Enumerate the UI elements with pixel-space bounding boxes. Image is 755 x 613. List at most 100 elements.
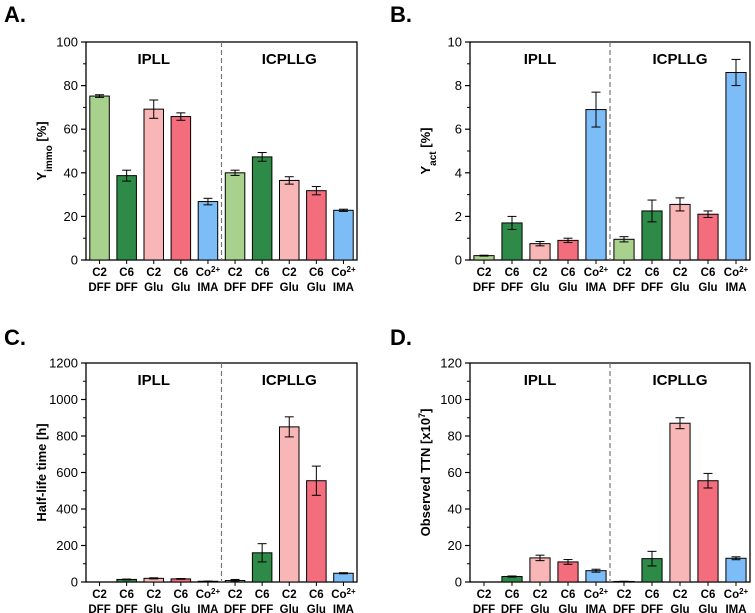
y-tick-label: 20 — [448, 538, 462, 553]
x-tick-label-text: C6 — [561, 589, 576, 601]
x-tick-label-sup: 2+ — [347, 587, 356, 596]
y-tick-label: 6 — [455, 122, 462, 137]
x-tick-label-sup: 2+ — [211, 265, 220, 274]
y-tick-label: 1000 — [49, 392, 78, 407]
x-tick-label-line2: Glu — [558, 604, 577, 613]
x-tick-label-line2: DFF — [115, 604, 137, 613]
x-tick-label-text: C6 — [645, 267, 660, 279]
x-tick-label-text: C2 — [146, 267, 161, 279]
bar — [251, 156, 273, 261]
group-label: ICPLLG — [653, 51, 708, 68]
y-tick-label: 4 — [455, 165, 462, 180]
x-tick-label-line1: C6 — [119, 267, 134, 279]
x-tick-label-line1: C2 — [477, 267, 492, 279]
y-tick-label: 200 — [56, 538, 78, 553]
bar — [170, 116, 192, 261]
x-tick-label-line2: Glu — [670, 604, 689, 613]
bar — [669, 422, 691, 583]
bar — [306, 480, 327, 583]
bar — [278, 179, 300, 261]
panel-label: D. — [390, 325, 412, 350]
x-tick-label-text: C2 — [146, 589, 161, 601]
y-tick-label: 2 — [455, 209, 462, 224]
x-tick-label-line1: Co2+ — [196, 265, 221, 280]
bar — [333, 572, 354, 583]
x-tick-label-text: C2 — [228, 589, 243, 601]
x-tick-label-text: C6 — [645, 589, 660, 601]
x-tick-label-line1: Co2+ — [196, 587, 221, 602]
y-axis-label-unit: [%] — [418, 128, 433, 152]
x-tick-label-line1: C6 — [173, 589, 188, 601]
y-axis-label-sup: 7 — [417, 413, 427, 418]
bar — [725, 72, 747, 261]
x-tick-label-line1: C2 — [146, 589, 161, 601]
x-tick-label-line1: C2 — [533, 267, 548, 279]
x-tick-label-line1: C6 — [701, 589, 716, 601]
x-tick-label-line1: C2 — [228, 267, 243, 279]
y-tick-label: 8 — [455, 78, 462, 93]
x-tick-label-sup: 2+ — [739, 587, 748, 596]
bar — [143, 108, 165, 261]
group-label: ICPLLG — [262, 372, 317, 389]
x-tick-label-line2: Glu — [698, 282, 717, 294]
y-axis-label: Half-life time [h] — [34, 423, 49, 521]
group-label: IPLL — [524, 372, 557, 389]
x-tick-label-sup: 2+ — [599, 587, 608, 596]
y-tick-label: 100 — [56, 35, 78, 50]
x-tick-label-line2: Glu — [307, 604, 326, 613]
x-tick-label-text: C6 — [119, 267, 134, 279]
x-tick-label-text: C2 — [228, 267, 243, 279]
y-tick-label: 0 — [455, 575, 462, 590]
y-tick-label: 60 — [64, 122, 78, 137]
x-tick-label-line1: C6 — [645, 267, 660, 279]
x-tick-label-text: C2 — [92, 589, 107, 601]
x-tick-label-text: Co — [724, 589, 739, 601]
x-tick-label-line2: DFF — [473, 604, 495, 613]
bar — [89, 95, 110, 261]
y-axis-label: Yact [%] — [418, 128, 439, 175]
bar — [333, 209, 354, 261]
x-tick-label-line1: C6 — [505, 267, 520, 279]
group-label: IPLL — [524, 51, 557, 68]
x-tick-label-line1: C2 — [673, 589, 688, 601]
x-tick-label-sup: 2+ — [211, 587, 220, 596]
x-tick-label-line2: Glu — [698, 604, 717, 613]
x-tick-label-line2: IMA — [585, 282, 606, 294]
x-tick-label-line2: IMA — [333, 282, 354, 294]
y-tick-label: 20 — [64, 209, 78, 224]
x-tick-label-line1: C6 — [119, 589, 134, 601]
x-tick-label-line1: C6 — [255, 267, 270, 279]
x-tick-label-line2: DFF — [613, 604, 635, 613]
x-tick-label-line2: DFF — [88, 282, 110, 294]
y-axis-label-main: Y — [418, 165, 433, 174]
x-tick-label-line1: C2 — [533, 589, 548, 601]
x-tick-label-line2: IMA — [725, 604, 746, 613]
x-tick-label-text: C2 — [617, 267, 632, 279]
bar — [697, 480, 719, 583]
x-tick-label-line1: C6 — [561, 267, 576, 279]
x-tick-label-text: C2 — [533, 267, 548, 279]
x-tick-label-line2: DFF — [88, 604, 110, 613]
x-tick-label-sup: 2+ — [347, 265, 356, 274]
y-axis-label-sub: immo — [44, 145, 55, 172]
x-tick-label-text: C2 — [92, 267, 107, 279]
x-tick-label-text: C6 — [505, 267, 520, 279]
y-tick-label: 0 — [455, 253, 462, 268]
x-tick-label-text: C2 — [673, 589, 688, 601]
y-tick-label: 0 — [71, 575, 78, 590]
x-tick-label-line2: Glu — [307, 282, 326, 294]
y-axis-label-main: Observed TTN [x10 — [418, 418, 433, 537]
x-tick-label-text: C6 — [119, 589, 134, 601]
chart-panel-4: D. 0 20 40 60 80 100 120 Observed TTN [x107] C2 DF… — [390, 325, 751, 613]
x-tick-label-line1: Co2+ — [331, 587, 356, 602]
x-tick-label-text: C2 — [673, 267, 688, 279]
bar — [116, 175, 137, 261]
x-tick-label-line1: C2 — [617, 267, 632, 279]
x-tick-label-text: Co — [196, 589, 211, 601]
chart-panel-3: C. 0 200 400 600 800 1000 1200 Half-life time [h… — [4, 325, 358, 613]
x-tick-label-line2: IMA — [333, 604, 354, 613]
x-tick-label-line2: DFF — [501, 282, 523, 294]
x-tick-label-line2: Glu — [171, 604, 190, 613]
x-tick-label-line1: C2 — [92, 267, 107, 279]
